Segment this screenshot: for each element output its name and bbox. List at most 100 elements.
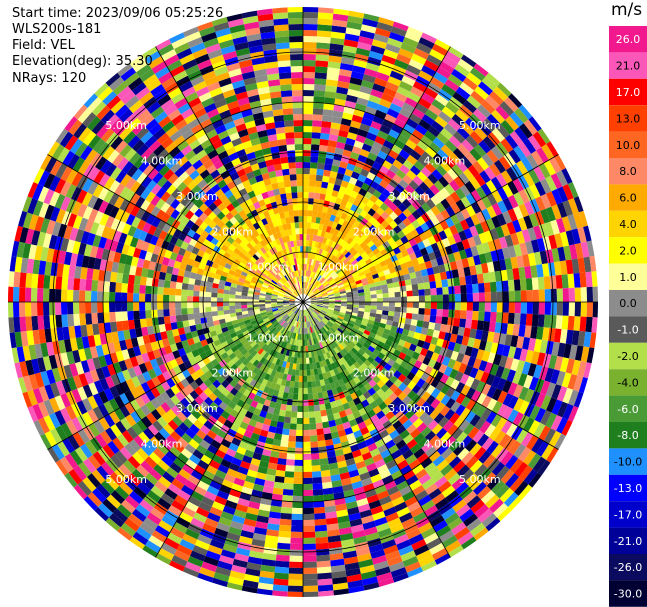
velocity-gate xyxy=(536,237,546,252)
velocity-gate xyxy=(340,415,349,424)
velocity-gate xyxy=(411,258,420,267)
velocity-gate xyxy=(328,239,334,247)
velocity-gate xyxy=(388,306,395,312)
velocity-gate xyxy=(408,134,421,146)
velocity-gate xyxy=(98,403,110,417)
velocity-gate xyxy=(503,96,519,112)
velocity-gate xyxy=(571,258,580,274)
velocity-gate xyxy=(277,353,283,360)
velocity-gate xyxy=(253,308,260,313)
velocity-gate xyxy=(335,503,348,512)
velocity-gate xyxy=(265,298,272,301)
velocity-gate xyxy=(455,109,469,123)
velocity-gate xyxy=(169,287,176,296)
velocity-gate xyxy=(299,369,303,376)
velocity-gate xyxy=(281,397,288,405)
velocity-gate xyxy=(385,512,399,523)
velocity-gate xyxy=(233,418,243,427)
velocity-gate xyxy=(421,391,431,402)
velocity-gate xyxy=(452,443,466,457)
velocity-gate xyxy=(85,290,92,302)
velocity-gate xyxy=(368,379,377,388)
velocity-gate xyxy=(169,235,179,246)
velocity-gate xyxy=(322,299,329,301)
velocity-gate xyxy=(206,316,214,323)
velocity-gate xyxy=(270,499,283,507)
velocity-gate xyxy=(305,327,309,334)
velocity-gate xyxy=(139,310,146,320)
velocity-gate xyxy=(326,287,333,292)
velocity-gate xyxy=(176,372,186,382)
velocity-gate xyxy=(330,31,346,40)
velocity-gate xyxy=(223,345,231,353)
velocity-gate xyxy=(313,102,324,110)
velocity-gate xyxy=(571,228,581,245)
velocity-gate xyxy=(314,72,328,80)
velocity-gate xyxy=(127,455,141,469)
velocity-gate xyxy=(156,373,167,384)
velocity-gate xyxy=(413,145,426,156)
velocity-gate xyxy=(13,271,21,288)
velocity-gate xyxy=(336,230,343,238)
velocity-gate xyxy=(216,384,226,393)
velocity-gate xyxy=(311,210,318,218)
velocity-gate xyxy=(96,465,110,480)
velocity-gate xyxy=(158,520,173,533)
velocity-gate xyxy=(289,423,297,430)
velocity-gate xyxy=(283,295,290,299)
velocity-gate xyxy=(105,215,115,229)
velocity-gate xyxy=(406,246,415,255)
velocity-gate xyxy=(136,336,145,346)
velocity-gate xyxy=(351,259,359,266)
velocity-gate xyxy=(430,308,437,317)
velocity-gate xyxy=(327,320,334,326)
velocity-gate xyxy=(360,225,369,234)
velocity-gate xyxy=(339,311,346,316)
velocity-gate xyxy=(577,257,586,273)
velocity-gate xyxy=(311,138,321,145)
velocity-gate xyxy=(531,314,539,327)
velocity-gate xyxy=(267,313,274,318)
velocity-gate xyxy=(323,332,329,339)
velocity-gate xyxy=(280,312,287,317)
velocity-gate xyxy=(536,352,546,367)
velocity-gate xyxy=(87,395,99,410)
velocity-gate xyxy=(360,24,377,34)
velocity-gate xyxy=(464,410,476,424)
velocity-gate xyxy=(527,252,537,267)
velocity-gate xyxy=(478,467,492,482)
velocity-gate xyxy=(356,214,365,223)
velocity-gate xyxy=(339,123,351,132)
velocity-gate xyxy=(313,289,320,294)
velocity-gate xyxy=(333,292,341,296)
velocity-gate xyxy=(347,15,364,25)
velocity-gate xyxy=(40,370,51,387)
velocity-gate xyxy=(266,347,273,354)
velocity-gate xyxy=(324,284,331,289)
velocity-gate xyxy=(357,222,365,231)
velocity-gate xyxy=(254,446,264,455)
velocity-gate xyxy=(318,285,325,291)
velocity-gate xyxy=(388,179,399,189)
velocity-gate xyxy=(380,449,391,459)
velocity-gate xyxy=(100,430,113,445)
velocity-gate xyxy=(273,578,289,586)
velocity-gate xyxy=(229,286,237,292)
velocity-gate xyxy=(63,338,73,353)
velocity-gate xyxy=(387,517,402,528)
velocity-gate xyxy=(372,338,380,345)
velocity-gate xyxy=(60,237,70,252)
velocity-gate xyxy=(350,232,358,240)
velocity-gate xyxy=(40,433,52,450)
velocity-gate xyxy=(496,377,507,391)
velocity-gate xyxy=(303,174,310,181)
velocity-gate xyxy=(304,270,307,277)
velocity-gate xyxy=(346,334,354,342)
velocity-gate xyxy=(235,305,242,310)
velocity-gate xyxy=(357,91,371,101)
velocity-gate xyxy=(395,252,404,260)
velocity-gate xyxy=(381,314,388,320)
velocity-gate xyxy=(491,375,501,389)
velocity-gate xyxy=(414,345,423,355)
velocity-gate xyxy=(410,277,418,285)
